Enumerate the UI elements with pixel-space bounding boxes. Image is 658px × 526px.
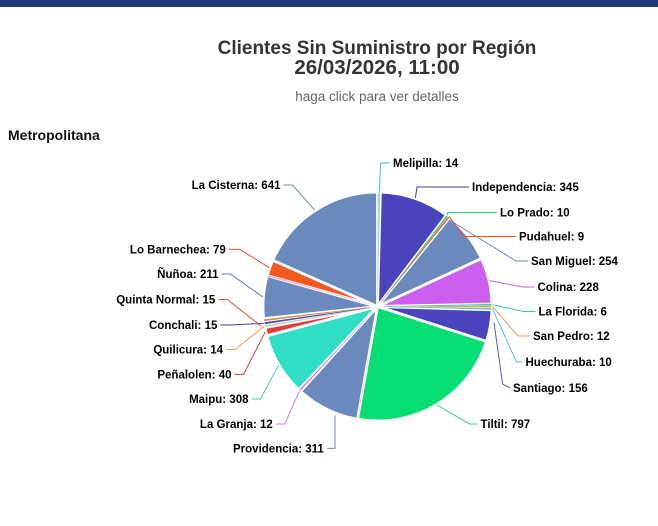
svg-text:La Florida: 6: La Florida: 6 [539, 307, 607, 319]
svg-text:Colina: 228: Colina: 228 [538, 282, 600, 294]
svg-text:Quilicura: 14: Quilicura: 14 [153, 345, 223, 357]
svg-text:Ñuñoa: 211: Ñuñoa: 211 [157, 268, 219, 281]
svg-text:Santiago: 156: Santiago: 156 [513, 383, 588, 395]
svg-text:Pudahuel: 9: Pudahuel: 9 [519, 232, 584, 244]
svg-text:Lo Barnechea: 79: Lo Barnechea: 79 [130, 245, 226, 257]
svg-text:Maipu: 308: Maipu: 308 [189, 394, 249, 406]
svg-text:La Granja: 12: La Granja: 12 [200, 419, 273, 431]
svg-text:Independencia: 345: Independencia: 345 [472, 182, 579, 194]
svg-text:Melipilla: 14: Melipilla: 14 [393, 158, 459, 170]
svg-text:Lo Prado: 10: Lo Prado: 10 [500, 208, 570, 220]
svg-text:Tiltil: 797: Tiltil: 797 [481, 419, 531, 431]
svg-text:La Cisterna: 641: La Cisterna: 641 [192, 180, 281, 192]
svg-text:Conchali: 15: Conchali: 15 [149, 320, 218, 332]
svg-text:Quinta Normal: 15: Quinta Normal: 15 [116, 295, 216, 307]
svg-text:San Pedro: 12: San Pedro: 12 [533, 331, 610, 343]
svg-text:San Miguel: 254: San Miguel: 254 [531, 256, 619, 268]
svg-text:Huechuraba: 10: Huechuraba: 10 [526, 357, 612, 369]
svg-text:Providencia: 311: Providencia: 311 [233, 444, 324, 456]
svg-text:Peñalolen: 40: Peñalolen: 40 [157, 370, 231, 382]
